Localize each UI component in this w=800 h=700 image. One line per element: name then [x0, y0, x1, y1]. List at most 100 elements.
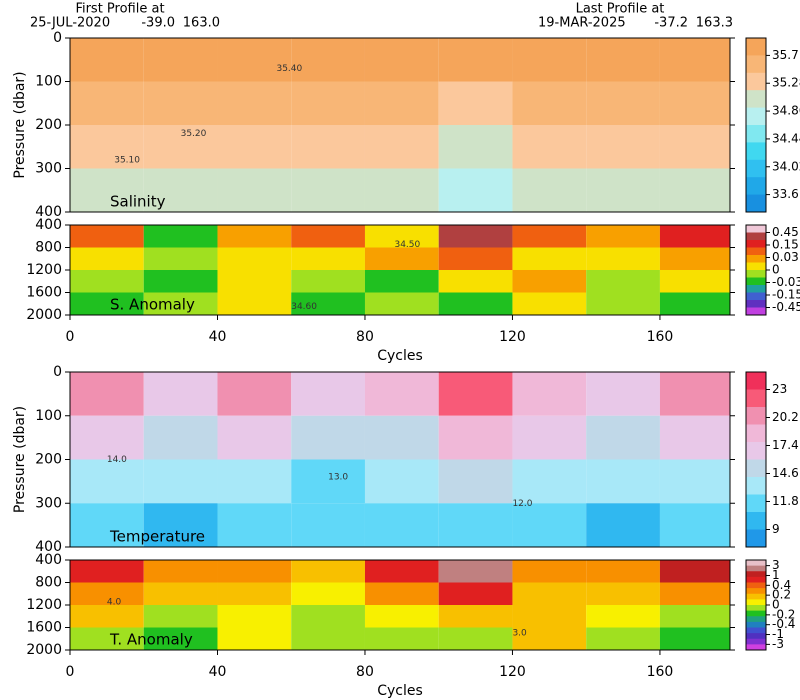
y-tick-label: 2000: [26, 642, 62, 658]
contour-label: 3.0: [512, 629, 527, 639]
colorbar-tick-label: -0.03: [772, 275, 800, 289]
x-tick-label: 120: [499, 664, 526, 680]
field-cell: [586, 503, 660, 547]
field-cell: [438, 81, 513, 125]
colorbar-tick-label: 17.4: [772, 438, 799, 452]
colorbar-swatch: [746, 512, 766, 530]
field-cell: [70, 582, 144, 605]
field-cell: [364, 125, 439, 169]
x-tick-label: 160: [647, 664, 674, 680]
field-cell: [143, 225, 218, 248]
field-cell: [291, 582, 365, 605]
field-cell: [512, 415, 587, 460]
colorbar-swatch: [746, 565, 766, 572]
header-left-title: First Profile at: [75, 2, 164, 17]
contour-label: 35.40: [276, 64, 302, 74]
colorbar-swatch: [746, 107, 766, 126]
field-cell: [70, 168, 144, 212]
field-cell: [512, 605, 587, 628]
panel-label: Salinity: [110, 193, 166, 211]
colorbar-tick-label: 3: [772, 558, 780, 572]
field-cell: [659, 270, 730, 293]
colorbar-frame: [745, 371, 767, 548]
colorbar-swatch: [746, 247, 766, 256]
y-tick-label: 100: [35, 74, 62, 90]
colorbar-tick-label: 0: [772, 598, 780, 612]
colorbar-swatch: [746, 616, 766, 623]
colorbar-swatch: [746, 177, 766, 196]
field-cell: [438, 270, 513, 293]
colorbar-swatch: [746, 142, 766, 161]
contour-label: 34.50: [394, 240, 420, 250]
colorbar-swatch: [746, 159, 766, 178]
panel-label: Temperature: [109, 528, 205, 546]
field-cell: [70, 247, 144, 270]
field-cell: [364, 292, 439, 315]
field-cell: [291, 372, 365, 416]
field-cell: [364, 605, 439, 628]
x-tick-label: 120: [499, 329, 526, 345]
colorbar-swatch: [746, 638, 766, 645]
field-cell: [659, 247, 730, 270]
field-cell: [291, 38, 365, 82]
field-cell: [438, 560, 513, 583]
field-cell: [586, 247, 660, 270]
field-cell: [659, 168, 730, 212]
colorbar-swatch: [746, 90, 766, 109]
colorbar-tick-label: 35.7: [772, 48, 799, 62]
colorbar-swatch: [746, 576, 766, 583]
field-cell: [291, 292, 365, 315]
colorbar-tick-label: 0.4: [772, 578, 791, 592]
field-cell: [143, 292, 218, 315]
field-cell: [143, 459, 218, 504]
field-cell: [70, 415, 144, 460]
colorbar-swatch: [746, 424, 766, 443]
field-cell: [512, 292, 587, 315]
field-cell: [143, 415, 218, 460]
field-cell: [364, 560, 439, 583]
colorbar-swatch: [746, 55, 766, 74]
field-cell: [143, 560, 218, 583]
colorbar-swatch: [746, 262, 766, 271]
x-axis-label: Cycles: [377, 348, 423, 364]
field-cell: [217, 560, 292, 583]
field-cell: [512, 627, 587, 650]
colorbar-swatch: [746, 588, 766, 595]
field-cell: [438, 459, 513, 504]
colorbar-tick-label: 34.86: [772, 104, 800, 118]
field-cell: [512, 225, 587, 248]
field-cell: [291, 270, 365, 293]
field-cell: [438, 503, 513, 547]
field-cell: [70, 270, 144, 293]
header-right-lon: 163.3: [696, 16, 733, 31]
field-cell: [364, 582, 439, 605]
field-cell: [217, 168, 292, 212]
colorbar-swatch: [746, 627, 766, 634]
field-cell: [438, 125, 513, 169]
x-axis-label: Cycles: [377, 683, 423, 699]
colorbar-tick-label: 14.6: [772, 466, 799, 480]
field-cell: [217, 415, 292, 460]
x-tick-label: 80: [356, 329, 374, 345]
field-cell: [586, 459, 660, 504]
colorbar-swatch: [746, 599, 766, 606]
field-cell: [586, 81, 660, 125]
field-cell: [364, 225, 439, 248]
field-cell: [659, 292, 730, 315]
field-cell: [217, 627, 292, 650]
field-cell: [364, 627, 439, 650]
y-tick-label: 800: [35, 575, 62, 591]
field-cell: [512, 168, 587, 212]
field-cell: [512, 270, 587, 293]
y-tick-label: 300: [35, 161, 62, 177]
field-cell: [291, 81, 365, 125]
colorbar-tick-label: 20.2: [772, 410, 799, 424]
colorbar-swatch: [746, 459, 766, 478]
field-cell: [364, 503, 439, 547]
colorbar-swatch: [746, 292, 766, 301]
y-tick-label: 400: [35, 204, 62, 220]
field-cell: [512, 247, 587, 270]
x-tick-label: 80: [356, 664, 374, 680]
